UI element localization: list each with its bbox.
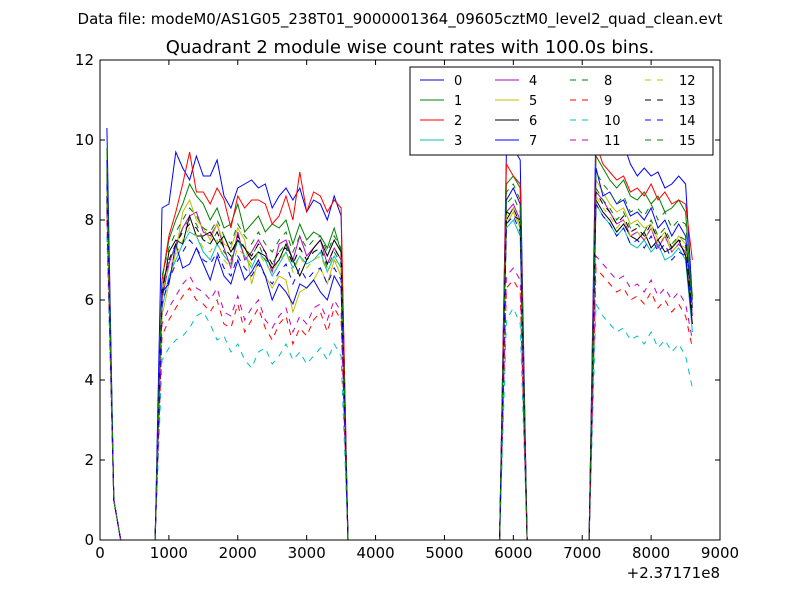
series-line-9 <box>106 219 693 541</box>
legend-entry-11: 11 <box>570 134 621 149</box>
series-line-1 <box>106 147 693 541</box>
legend-label: 10 <box>604 114 621 129</box>
legend-entry-5: 5 <box>495 94 537 109</box>
x-tick-label: 3000 <box>288 544 326 562</box>
legend-label: 9 <box>604 94 612 109</box>
legend-entry-3: 3 <box>420 134 462 149</box>
legend-label: 5 <box>529 94 537 109</box>
series-line-10 <box>106 235 693 541</box>
legend-entry-14: 14 <box>645 114 696 129</box>
legend-label: 8 <box>604 74 612 89</box>
legend-entry-4: 4 <box>495 74 537 89</box>
legend-label: 0 <box>454 74 462 89</box>
y-tick-label: 12 <box>75 51 94 69</box>
chart-suptitle: Data file: modeM0/AS1G05_238T01_90000013… <box>78 10 723 29</box>
legend-entry-6: 6 <box>495 114 537 129</box>
legend-label: 6 <box>529 114 537 129</box>
y-tick-label: 10 <box>75 131 94 149</box>
series-line-14 <box>106 183 693 541</box>
axes-group: 0 1000 2000 3000 4000 5000 6000 7000 8000 9000 0 2 4… <box>75 51 739 562</box>
x-tick-label: 6000 <box>494 544 532 562</box>
x-tick-label: 9000 <box>701 544 739 562</box>
legend-entry-10: 10 <box>570 114 621 129</box>
legend-entry-9: 9 <box>570 94 612 109</box>
x-tick-label: 0 <box>95 544 105 562</box>
series-line-13 <box>106 190 693 541</box>
chart-title: Quadrant 2 module wise count rates with … <box>166 37 655 58</box>
y-tick-label: 8 <box>84 211 94 229</box>
legend-entry-13: 13 <box>645 94 696 109</box>
legend-label: 13 <box>679 94 696 109</box>
x-tick-label: 1000 <box>150 544 188 562</box>
legend-label: 15 <box>679 134 696 149</box>
y-tick-label: 2 <box>84 451 94 469</box>
x-tick-label: 5000 <box>425 544 463 562</box>
x-tick-label: 2000 <box>219 544 257 562</box>
legend-entry-12: 12 <box>645 74 696 89</box>
x-tick-label: 7000 <box>563 544 601 562</box>
plot-series-group <box>106 118 693 541</box>
series-line-12 <box>106 191 693 541</box>
legend-entry-7: 7 <box>495 134 537 149</box>
legend-entry-2: 2 <box>420 114 462 129</box>
legend-label: 1 <box>454 94 462 109</box>
series-line-15 <box>106 167 693 541</box>
y-tick-label: 0 <box>84 531 94 549</box>
legend-label: 7 <box>529 134 537 149</box>
series-line-11 <box>106 211 693 541</box>
x-tick-label: 8000 <box>632 544 670 562</box>
x-offset-label: +2.37171e8 <box>627 564 720 582</box>
legend-label: 2 <box>454 114 462 129</box>
legend-label: 11 <box>604 134 621 149</box>
series-line-7 <box>106 159 693 541</box>
legend-label: 14 <box>679 114 696 129</box>
x-tick-label: 4000 <box>356 544 394 562</box>
series-line-3 <box>106 187 693 541</box>
y-tick-label: 6 <box>84 291 94 309</box>
legend-label: 12 <box>679 74 696 89</box>
legend-label: 4 <box>529 74 537 89</box>
legend-entry-0: 0 <box>420 74 462 89</box>
legend-label: 3 <box>454 134 462 149</box>
legend-entry-1: 1 <box>420 94 462 109</box>
y-tick-label: 4 <box>84 371 94 389</box>
legend-entry-8: 8 <box>570 74 612 89</box>
legend-entry-15: 15 <box>645 134 696 149</box>
